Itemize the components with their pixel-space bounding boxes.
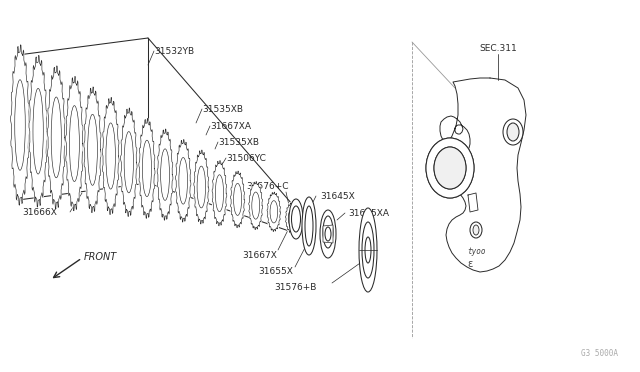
Ellipse shape xyxy=(215,175,223,212)
Ellipse shape xyxy=(234,183,242,215)
Polygon shape xyxy=(102,97,119,215)
Text: FRONT: FRONT xyxy=(84,252,117,262)
Ellipse shape xyxy=(197,166,205,208)
Ellipse shape xyxy=(434,147,466,189)
Ellipse shape xyxy=(33,89,44,174)
Ellipse shape xyxy=(252,192,260,219)
Polygon shape xyxy=(157,129,173,220)
Ellipse shape xyxy=(267,192,281,232)
Text: 31645X: 31645X xyxy=(320,192,355,201)
Polygon shape xyxy=(249,182,262,230)
Ellipse shape xyxy=(84,90,101,209)
Ellipse shape xyxy=(175,141,191,220)
Text: 31535XB: 31535XB xyxy=(218,138,259,147)
Polygon shape xyxy=(230,171,244,228)
Ellipse shape xyxy=(289,199,303,239)
Ellipse shape xyxy=(120,111,138,214)
Text: 31532YB: 31532YB xyxy=(154,46,194,55)
Text: 31667XA: 31667XA xyxy=(210,122,251,131)
Text: 31655XA: 31655XA xyxy=(348,208,389,218)
Ellipse shape xyxy=(15,80,25,170)
Ellipse shape xyxy=(212,161,227,225)
Ellipse shape xyxy=(426,138,474,198)
Polygon shape xyxy=(175,140,191,222)
Ellipse shape xyxy=(362,222,374,278)
Ellipse shape xyxy=(29,60,47,202)
Ellipse shape xyxy=(161,149,170,201)
Ellipse shape xyxy=(426,138,474,198)
Polygon shape xyxy=(47,66,65,209)
Ellipse shape xyxy=(473,225,479,235)
Polygon shape xyxy=(120,108,137,217)
Ellipse shape xyxy=(285,202,299,234)
Text: 31667X: 31667X xyxy=(242,251,277,260)
Ellipse shape xyxy=(359,208,377,292)
Polygon shape xyxy=(267,192,281,231)
Text: 31666X: 31666X xyxy=(22,208,57,217)
Ellipse shape xyxy=(70,106,79,182)
Ellipse shape xyxy=(193,151,209,223)
Polygon shape xyxy=(84,87,101,213)
Ellipse shape xyxy=(179,157,188,204)
Text: 31576+B: 31576+B xyxy=(274,283,316,292)
Ellipse shape xyxy=(106,123,115,189)
Polygon shape xyxy=(323,225,333,243)
Ellipse shape xyxy=(507,123,519,141)
Text: 31576+C: 31576+C xyxy=(246,182,289,190)
Text: SEC.311: SEC.311 xyxy=(479,44,517,52)
Polygon shape xyxy=(66,76,83,211)
Text: G3 5000A: G3 5000A xyxy=(581,349,618,358)
Text: 31535XB: 31535XB xyxy=(202,105,243,113)
Ellipse shape xyxy=(47,70,65,205)
Ellipse shape xyxy=(503,119,523,145)
Text: ε: ε xyxy=(467,259,473,269)
Ellipse shape xyxy=(305,206,313,246)
Ellipse shape xyxy=(65,80,83,207)
Ellipse shape xyxy=(157,131,173,218)
Ellipse shape xyxy=(270,201,278,223)
Text: 31506YC: 31506YC xyxy=(226,154,266,163)
Ellipse shape xyxy=(139,121,156,216)
Text: 31655X: 31655X xyxy=(258,267,293,276)
Polygon shape xyxy=(212,161,227,226)
Ellipse shape xyxy=(230,171,245,227)
Polygon shape xyxy=(285,203,299,233)
Ellipse shape xyxy=(470,222,482,238)
Polygon shape xyxy=(29,55,47,207)
Ellipse shape xyxy=(434,147,466,189)
Ellipse shape xyxy=(288,209,296,227)
Ellipse shape xyxy=(291,206,301,232)
Polygon shape xyxy=(194,150,209,224)
Ellipse shape xyxy=(248,182,263,230)
Ellipse shape xyxy=(323,216,333,248)
Ellipse shape xyxy=(102,101,119,211)
Text: tyoo: tyoo xyxy=(468,247,486,257)
Ellipse shape xyxy=(142,140,152,196)
Polygon shape xyxy=(139,118,155,218)
Polygon shape xyxy=(11,45,29,205)
Ellipse shape xyxy=(88,114,97,185)
Ellipse shape xyxy=(10,50,29,200)
Ellipse shape xyxy=(124,132,134,193)
Polygon shape xyxy=(468,193,478,212)
Ellipse shape xyxy=(320,210,336,258)
Ellipse shape xyxy=(302,197,316,255)
Ellipse shape xyxy=(325,227,331,241)
Ellipse shape xyxy=(365,237,371,263)
Ellipse shape xyxy=(51,97,61,178)
